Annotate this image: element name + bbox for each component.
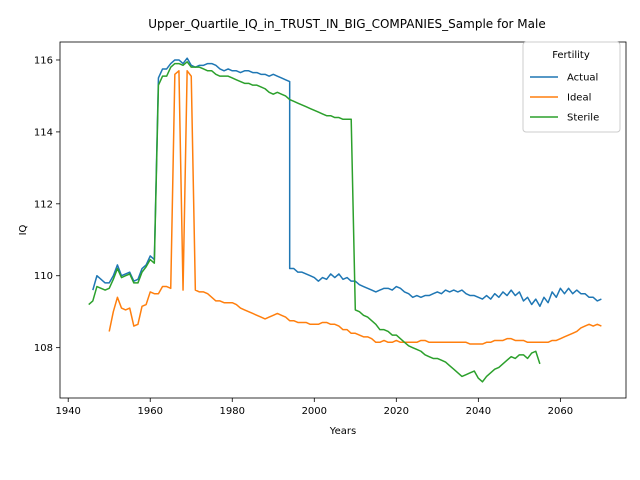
x-tick-label: 1960: [138, 406, 163, 417]
legend-label-actual: Actual: [567, 73, 598, 84]
x-axis-label: Years: [329, 426, 356, 437]
x-tick-label: 2060: [548, 406, 573, 417]
axes-frame: [59, 41, 627, 399]
x-tick-label: 2040: [466, 406, 491, 417]
y-axis-ticks: 108 110 112 114 116: [34, 55, 60, 354]
x-axis-ticks: 1940 1960 1980 2000 2020 2040 2060: [55, 398, 573, 417]
legend-label-sterile: Sterile: [567, 113, 599, 124]
legend-frame: [522, 41, 621, 133]
plot-area: 1940 1960 1980 2000 2020 2040 2060 108 110 112 11…: [34, 41, 627, 417]
legend-title: Fertility: [552, 50, 590, 61]
legend-entries: Actual Ideal Sterile: [530, 73, 599, 124]
legend: Fertility Actual Ideal Sterile: [522, 41, 621, 133]
series-line-ideal: [108, 70, 602, 345]
y-tick-label: 114: [34, 127, 53, 138]
x-tick-label: 2000: [302, 406, 327, 417]
legend-label-ideal: Ideal: [567, 93, 591, 104]
y-tick-label: 108: [34, 343, 53, 354]
x-tick-label: 1980: [220, 406, 245, 417]
y-tick-label: 116: [34, 55, 53, 66]
y-tick-label: 112: [34, 199, 53, 210]
y-tick-label: 110: [34, 271, 53, 282]
series-lines: [88, 57, 602, 383]
series-line-actual: [92, 57, 602, 308]
x-tick-label: 2020: [384, 406, 409, 417]
x-tick-label: 1940: [55, 406, 80, 417]
series-line-sterile: [88, 61, 541, 383]
chart-title: Upper_Quartile_IQ_in_TRUST_IN_BIG_COMPAN…: [148, 17, 545, 31]
y-axis-label: IQ: [18, 224, 29, 235]
